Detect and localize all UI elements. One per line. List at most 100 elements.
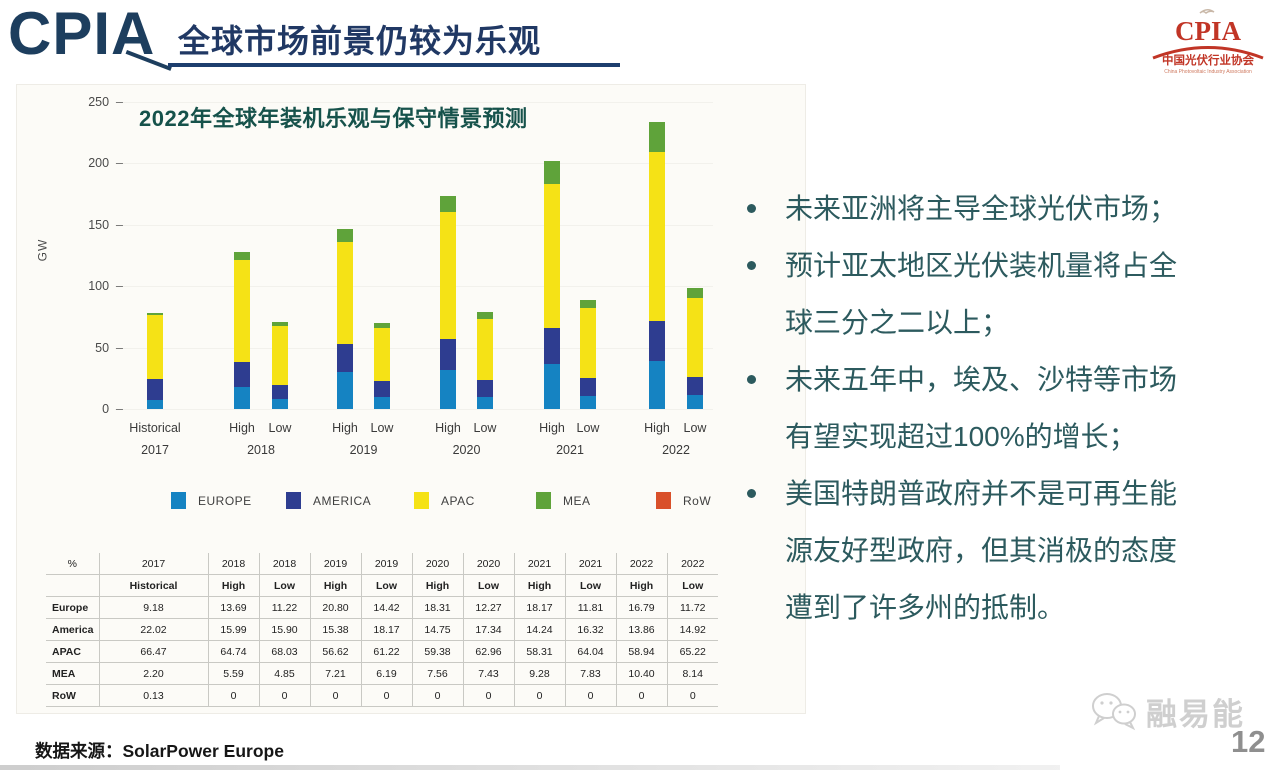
watermark: 融易能 — [1090, 686, 1270, 736]
value-cell: 58.94 — [615, 640, 667, 663]
value-cell: 2.20 — [98, 662, 208, 685]
bullet-dot — [747, 375, 756, 384]
cpia-logo-graphic: CPIA 中国光伏行业协会 China Photovoltaic Industr… — [1152, 9, 1264, 75]
year-label: 2017 — [141, 443, 169, 457]
bar-2018-low — [272, 85, 288, 409]
bar-segment-mea — [687, 288, 703, 299]
scenario-label: Historical — [129, 421, 181, 435]
svg-text:中国光伏行业协会: 中国光伏行业协会 — [1162, 53, 1254, 67]
table-scenario-header-row: Historical High Low High Low High Low High Low Hi… — [46, 574, 718, 597]
bar-segment-europe — [477, 397, 493, 409]
year-header-cell: 2020 — [462, 553, 514, 575]
row-label-cell: MEA — [46, 662, 99, 685]
value-cell: 14.24 — [513, 618, 565, 641]
year-label: 2019 — [349, 443, 378, 457]
value-cell: 0 — [309, 684, 361, 707]
value-cell: 11.81 — [564, 596, 616, 619]
year-header-cell: 2018 — [207, 553, 259, 575]
scenario-label: High — [332, 421, 358, 435]
year-header-cell: 2020 — [411, 553, 463, 575]
value-cell: 59.38 — [411, 640, 463, 663]
gridline — [115, 101, 713, 103]
bullet-item-1: 未来亚洲将主导全球光伏市场； — [745, 180, 1215, 237]
blank-header-cell — [46, 574, 99, 597]
value-cell: 7.21 — [309, 662, 361, 685]
bar-segment-america — [147, 379, 163, 401]
value-cell: 0 — [615, 684, 667, 707]
bar-segment-apac — [687, 298, 703, 377]
legend-swatch — [536, 492, 551, 509]
scenario-label: Low — [576, 421, 600, 435]
bar-segment-europe — [337, 371, 353, 409]
legend-label: AMERICA — [313, 493, 372, 508]
bar-segment-europe — [147, 400, 163, 409]
bar-2020-high — [440, 85, 456, 409]
bar-2019-high — [337, 85, 353, 409]
row-label-cell: America — [46, 618, 99, 641]
value-cell: 0 — [207, 684, 259, 707]
value-cell: 18.17 — [513, 596, 565, 619]
value-cell: 68.03 — [258, 640, 310, 663]
bar-2017-historical — [147, 85, 163, 409]
gridline — [115, 286, 713, 287]
bar-segment-america — [440, 338, 456, 371]
scenario-header-cell: Low — [360, 574, 412, 597]
legend-item-mea: MEA — [536, 492, 591, 509]
bullet-item-3: 未来五年中，埃及、沙特等市场 有望实现超过100%的增长； — [745, 351, 1215, 465]
value-cell: 0 — [513, 684, 565, 707]
bullet-text: 预计亚太地区光伏装机量将占全 球三分之二以上； — [785, 250, 1178, 338]
value-cell: 20.80 — [309, 596, 361, 619]
value-cell: 7.56 — [411, 662, 463, 685]
bullet-dot — [747, 261, 756, 270]
bar-segment-europe — [234, 387, 250, 409]
legend-label: APAC — [441, 493, 475, 508]
bar-segment-europe — [544, 363, 560, 409]
bullet-dot — [747, 489, 756, 498]
bar-segment-america — [374, 380, 390, 397]
svg-text:CPIA: CPIA — [1175, 16, 1241, 46]
bar-segment-america — [337, 344, 353, 372]
value-cell: 7.43 — [462, 662, 514, 685]
bar-segment-apac — [649, 152, 665, 322]
bar-segment-mea — [440, 196, 456, 213]
value-cell: 17.34 — [462, 618, 514, 641]
scenario-header-cell: High — [309, 574, 361, 597]
scenario-label: High — [435, 421, 461, 435]
legend-swatch — [656, 492, 671, 509]
value-cell: 14.75 — [411, 618, 463, 641]
bar-segment-apac — [272, 325, 288, 386]
value-cell: 6.19 — [360, 662, 412, 685]
bullet-item-2: 预计亚太地区光伏装机量将占全 球三分之二以上； — [745, 237, 1215, 351]
wechat-icon — [1092, 693, 1136, 731]
value-cell: 15.99 — [207, 618, 259, 641]
year-label: 2022 — [662, 443, 690, 457]
bar-2022-high — [649, 85, 665, 409]
bullet-dot — [747, 204, 756, 213]
bullet-text: 未来亚洲将主导全球光伏市场； — [785, 193, 1178, 224]
bar-segment-europe — [440, 370, 456, 409]
y-axis-label: GW — [35, 238, 50, 262]
bar-segment-mea — [374, 322, 390, 329]
value-cell: 64.04 — [564, 640, 616, 663]
unit-header-cell: % — [46, 553, 99, 575]
bar-segment-apac — [477, 319, 493, 381]
year-label: 2018 — [247, 443, 275, 457]
bar-segment-europe — [649, 360, 665, 409]
data-source-note: 数据来源：SolarPower Europe — [35, 741, 284, 761]
bar-segment-america — [272, 385, 288, 400]
legend-item-row: RoW — [656, 492, 711, 509]
value-cell: 13.86 — [615, 618, 667, 641]
bar-2019-low — [374, 85, 390, 409]
value-cell: 0 — [666, 684, 718, 707]
y-tick: 100– — [88, 279, 123, 293]
table-row-europe: Europe 9.18 13.69 11.22 20.80 14.42 18.31 12.27… — [46, 596, 718, 619]
gridline — [115, 163, 713, 164]
percentage-table: % 2017 2018 2018 2019 2019 2020 2020 2021 2021 202… — [46, 553, 718, 707]
scenario-header-cell: High — [411, 574, 463, 597]
watermark-text: 融易能 — [1146, 696, 1245, 732]
value-cell: 14.42 — [360, 596, 412, 619]
year-header-cell: 2022 — [666, 553, 718, 575]
bar-2021-low — [580, 85, 596, 409]
value-cell: 11.22 — [258, 596, 310, 619]
value-cell: 15.90 — [258, 618, 310, 641]
